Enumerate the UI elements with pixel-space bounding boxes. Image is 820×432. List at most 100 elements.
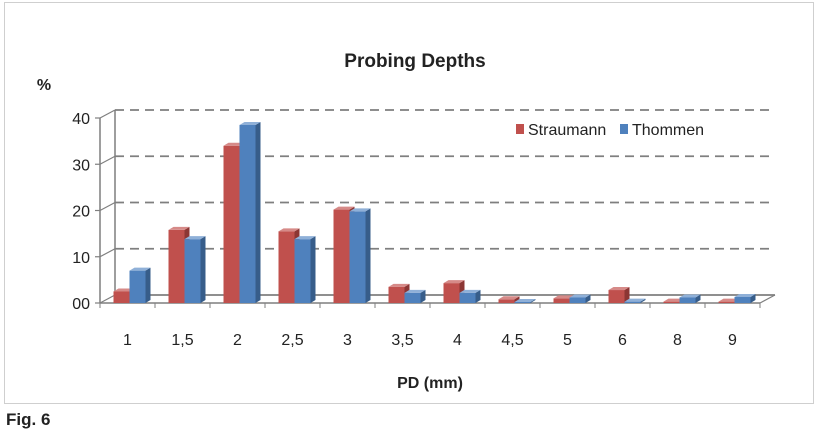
bar-top <box>278 228 300 232</box>
figure-label: Fig. 6 <box>6 410 51 429</box>
bar-side <box>585 294 591 303</box>
bar-front <box>443 283 460 303</box>
bar-front <box>459 292 476 303</box>
bar-side <box>695 294 701 303</box>
bar-side <box>310 236 316 303</box>
bar-side <box>475 289 481 303</box>
bar-top <box>718 298 740 302</box>
bar-top <box>168 226 190 230</box>
bar <box>404 289 426 303</box>
x-tick-label: 4 <box>453 332 462 349</box>
x-tick-label: 4,5 <box>501 332 523 349</box>
bar-side <box>640 298 646 303</box>
grid-diagonal <box>99 201 116 212</box>
bar-front <box>514 302 531 303</box>
bar-top <box>404 289 426 293</box>
bar-front <box>608 290 625 303</box>
legend-label: Thommen <box>632 122 704 139</box>
x-tick-label: 8 <box>673 332 682 349</box>
bar-top <box>553 295 575 299</box>
bar-front <box>663 301 680 303</box>
bar-side <box>750 293 756 303</box>
bar-side <box>420 289 426 303</box>
x-tick-label: 3,5 <box>391 332 413 349</box>
bar-front <box>278 231 295 303</box>
x-ticks: 1 1,5 2 2,5 3 3,5 4 4,5 5 6 8 9 <box>99 303 761 349</box>
bar-top <box>443 280 465 284</box>
bar-top <box>459 289 481 293</box>
y-tick-label: 30 <box>72 157 90 174</box>
bar-front <box>553 298 570 303</box>
floor-edge <box>759 294 776 304</box>
bar-top <box>239 121 261 125</box>
bar-top <box>514 299 536 302</box>
bar-front <box>184 239 201 303</box>
bar-top <box>349 208 371 212</box>
bar-top <box>624 298 646 302</box>
bar-top <box>129 267 151 271</box>
x-tick-label: 1,5 <box>171 332 193 349</box>
bar <box>294 236 316 303</box>
bar-front <box>223 145 240 303</box>
bar-top <box>608 287 630 291</box>
x-tick-label: 5 <box>563 332 572 349</box>
bar <box>459 289 481 303</box>
bar-side <box>530 299 536 303</box>
legend-item: Straumann <box>516 122 606 139</box>
bar <box>608 287 630 303</box>
bar-top <box>663 298 685 302</box>
bar <box>349 208 371 303</box>
bar <box>514 299 536 303</box>
bar-top <box>388 283 410 287</box>
x-tick-label: 9 <box>728 332 737 349</box>
bar-front <box>333 209 350 303</box>
bar-front <box>498 299 515 303</box>
x-tick-label: 6 <box>618 332 627 349</box>
x-tick-label: 2,5 <box>281 332 303 349</box>
bar <box>624 298 646 303</box>
bar <box>569 294 591 303</box>
bar-top <box>734 293 756 297</box>
bar-front <box>679 297 696 303</box>
grid-diagonal <box>99 155 116 165</box>
bar-front <box>129 270 146 303</box>
bar-front <box>388 286 405 303</box>
bar <box>184 236 206 303</box>
x-tick-label: 3 <box>343 332 352 349</box>
legend-swatch <box>516 124 524 134</box>
bar-top <box>569 294 591 298</box>
bar-front <box>569 297 586 303</box>
bar-top <box>498 296 520 300</box>
y-tick-label: 00 <box>72 296 90 313</box>
bar-front <box>718 301 735 303</box>
bar-top <box>333 206 355 210</box>
bar-front <box>734 296 751 303</box>
legend-swatch <box>620 124 628 134</box>
bar-side <box>365 208 371 303</box>
legend: Straumann Thommen <box>516 122 704 139</box>
bar-top <box>679 294 701 298</box>
bar <box>734 293 756 303</box>
bar-top <box>294 236 316 240</box>
bar-front <box>113 291 130 303</box>
chart-title: Probing Depths <box>344 51 485 72</box>
bar-side <box>624 287 630 303</box>
bar-front <box>239 124 256 303</box>
y-tick-label: 20 <box>72 204 90 221</box>
x-tick-label: 1 <box>123 332 132 349</box>
bar-front <box>404 292 421 303</box>
bar-front <box>168 229 185 303</box>
y-tick-label: 40 <box>72 111 90 128</box>
bar-top <box>113 288 135 292</box>
y-axis-label: % <box>37 77 51 94</box>
bar-front <box>349 211 366 303</box>
x-axis-label: PD (mm) <box>397 375 463 392</box>
y-ticks: 00 10 20 30 40 <box>72 111 100 313</box>
x-tick-label: 2 <box>233 332 242 349</box>
bars <box>113 121 756 303</box>
bar-top <box>223 142 245 146</box>
grid-diagonal <box>99 109 116 119</box>
bar-top <box>184 236 206 240</box>
bar-front <box>624 301 641 303</box>
